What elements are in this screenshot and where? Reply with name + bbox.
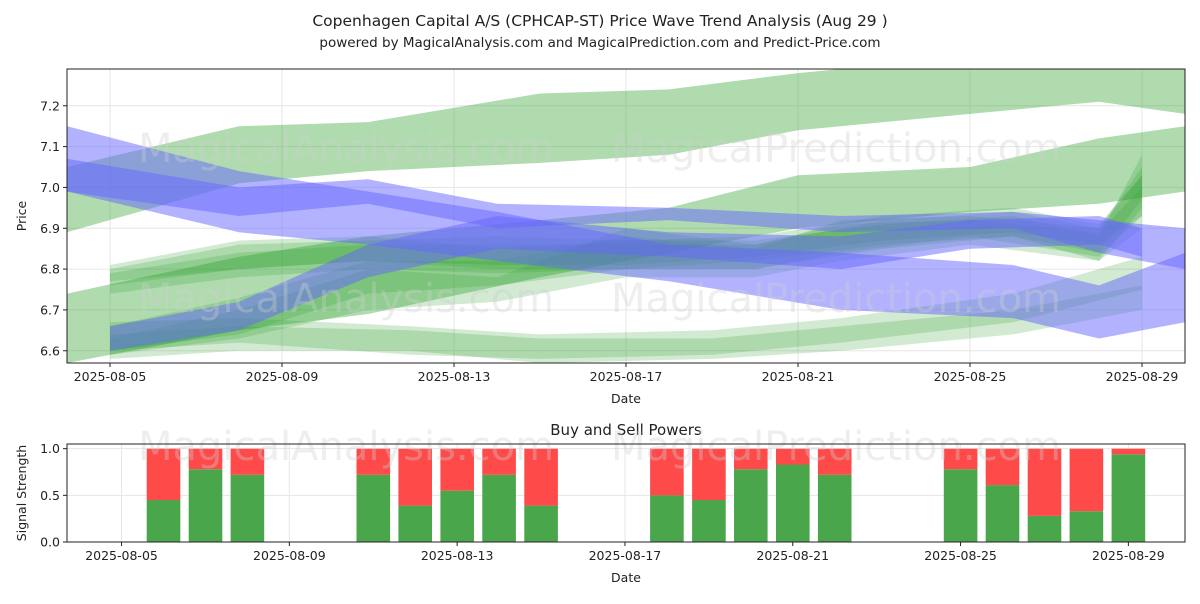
power-x-tick-label: 2025-08-09 (253, 548, 326, 563)
buy-bar (398, 505, 432, 542)
price-y-label: Price (14, 200, 29, 231)
sell-bar (146, 448, 181, 500)
watermark-prediction-2: MagicalPrediction.com (611, 276, 1061, 322)
price-x-tick-label: 2025-08-29 (1106, 369, 1179, 384)
price-y-tick-label: 6.6 (40, 343, 60, 358)
sell-bar (734, 448, 768, 470)
buy-bar (146, 500, 181, 542)
power-x-tick-label: 2025-08-21 (756, 548, 829, 563)
price-y-tick-label: 7.0 (40, 180, 60, 195)
price-y-tick-label: 7.1 (40, 139, 60, 154)
price-x-tick-label: 2025-08-21 (762, 369, 835, 384)
price-chart: MagicalAnalysis.com MagicalPrediction.co… (14, 68, 1186, 406)
power-chart: Buy and Sell Powers MagicalAnalysis.com … (14, 421, 1186, 585)
price-y-tick-label: 6.8 (40, 262, 60, 277)
buy-bar (943, 469, 978, 542)
chart-title: Copenhagen Capital A/S (CPHCAP-ST) Price… (312, 12, 887, 30)
power-title: Buy and Sell Powers (550, 421, 702, 439)
power-y-tick-label: 1.0 (40, 441, 60, 456)
watermark-prediction-3: MagicalPrediction.com (611, 424, 1061, 470)
blue-wave-band (67, 158, 1185, 270)
buy-bar (356, 474, 391, 542)
power-y-axis: 0.0 0.5 1.0 (40, 441, 67, 550)
price-x-label: Date (611, 391, 641, 406)
sell-bar (817, 448, 852, 475)
price-y-axis: 6.6 6.7 6.8 6.9 7.0 7.1 7.2 (40, 98, 67, 358)
sell-bar (230, 448, 265, 475)
sell-bar (1111, 448, 1146, 455)
green-wave-band (110, 285, 1142, 363)
buy-bar (1069, 511, 1104, 542)
buy-bar (1027, 515, 1062, 542)
buy-bar (650, 495, 684, 542)
power-x-tick-label: 2025-08-13 (421, 548, 494, 563)
power-x-tick-label: 2025-08-25 (924, 548, 997, 563)
price-x-tick-label: 2025-08-25 (934, 369, 1007, 384)
power-x-tick-label: 2025-08-17 (589, 548, 662, 563)
power-plot-frame (66, 443, 1186, 543)
sell-bar (692, 448, 726, 500)
sell-bar (650, 448, 684, 496)
buy-bar (985, 485, 1020, 542)
power-y-label: Signal Strength (14, 445, 29, 541)
price-x-tick-label: 2025-08-17 (590, 369, 663, 384)
blue-wave-band (110, 216, 1142, 351)
sell-bar (1027, 448, 1062, 516)
price-x-tick-label: 2025-08-05 (74, 369, 147, 384)
buy-bar (817, 474, 852, 542)
chart-subtitle: powered by MagicalAnalysis.com and Magic… (319, 35, 880, 51)
green-wave-band (110, 256, 1142, 359)
power-y-tick-label: 0.0 (40, 535, 60, 550)
sell-bar (356, 448, 391, 475)
power-x-tick-label: 2025-08-29 (1092, 548, 1165, 563)
green-wave-band (67, 69, 1185, 233)
power-x-tick-label: 2025-08-05 (85, 548, 158, 563)
price-x-axis: 2025-08-05 2025-08-09 2025-08-13 2025-08-17… (74, 363, 1179, 384)
watermark-prediction-1: MagicalPrediction.com (611, 126, 1061, 172)
sell-bar (1069, 448, 1104, 512)
blue-wave-band (67, 126, 1185, 339)
buy-bar (440, 490, 474, 542)
price-x-tick-label: 2025-08-13 (418, 369, 491, 384)
sell-bar (398, 448, 432, 506)
sell-bar (524, 448, 558, 506)
buy-bar (524, 505, 558, 542)
buy-bar (230, 474, 265, 542)
price-bands (67, 69, 1185, 363)
power-x-label: Date (611, 570, 641, 585)
sell-bar (943, 448, 978, 470)
price-y-tick-label: 6.9 (40, 221, 60, 236)
sell-bar (188, 448, 223, 470)
watermark-analysis-3: MagicalAnalysis.com (138, 424, 554, 470)
watermark-analysis-1: MagicalAnalysis.com (138, 126, 554, 172)
sell-bar (482, 448, 516, 475)
power-x-axis: 2025-08-05 2025-08-09 2025-08-13 2025-08-17… (85, 542, 1165, 563)
buy-bar (776, 464, 810, 542)
buy-bar (692, 500, 726, 542)
buy-bar (734, 469, 768, 542)
price-y-tick-label: 7.2 (40, 98, 60, 113)
power-y-tick-label: 0.5 (40, 488, 60, 503)
sell-bar (440, 448, 474, 491)
price-x-tick-label: 2025-08-09 (246, 369, 319, 384)
buy-bar (482, 474, 516, 542)
price-y-tick-label: 6.7 (40, 302, 60, 317)
power-bars (146, 448, 1146, 542)
buy-bar (188, 469, 223, 542)
sell-bar (985, 448, 1020, 486)
watermark-analysis-2: MagicalAnalysis.com (138, 276, 554, 322)
buy-bar (1111, 454, 1146, 542)
sell-bar (776, 448, 810, 465)
